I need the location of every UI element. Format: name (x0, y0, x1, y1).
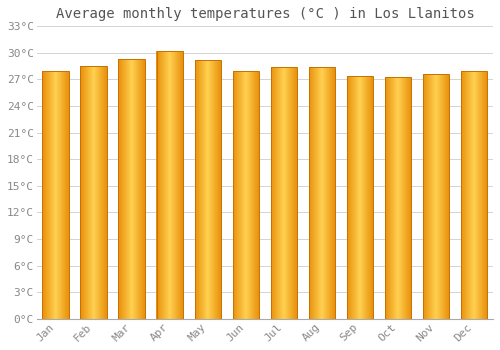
Bar (308, 67, 335, 319)
Bar (80, 66, 107, 319)
Bar (232, 71, 259, 319)
Title: Average monthly temperatures (°C ) in Los Llanitos: Average monthly temperatures (°C ) in Lo… (56, 7, 474, 21)
Bar (422, 74, 450, 319)
Bar (194, 60, 221, 319)
Bar (346, 76, 374, 319)
Bar (460, 71, 487, 319)
Bar (384, 77, 411, 319)
Bar (118, 59, 145, 319)
Bar (156, 51, 183, 319)
Bar (270, 67, 297, 319)
Bar (42, 71, 69, 319)
